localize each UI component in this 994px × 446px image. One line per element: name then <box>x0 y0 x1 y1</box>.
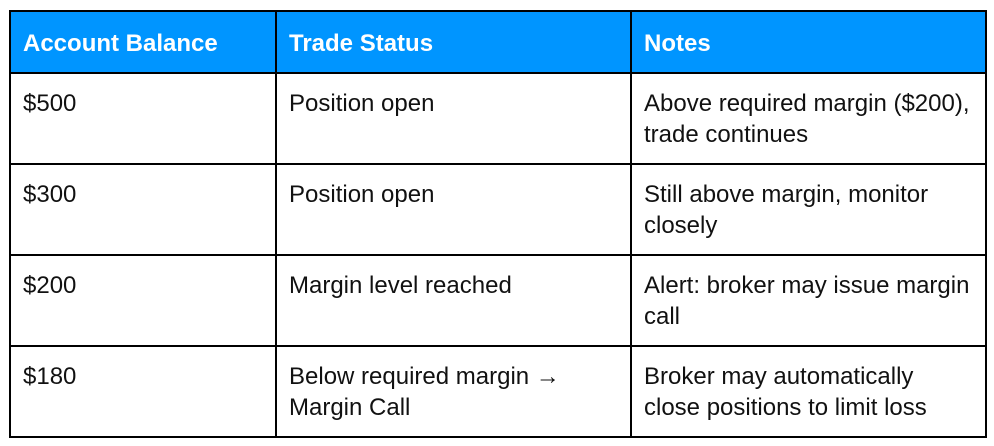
cell-notes: Above required margin ($200), trade cont… <box>630 72 987 165</box>
margin-table: Account Balance Trade Status Notes $500 … <box>9 10 987 438</box>
header-row: Account Balance Trade Status Notes <box>9 10 987 74</box>
header-account-balance: Account Balance <box>9 10 277 74</box>
cell-notes: Broker may automatically close positions… <box>630 345 987 438</box>
table-row: $500 Position open Above required margin… <box>9 72 987 165</box>
cell-status: Position open <box>275 72 632 165</box>
cell-status: Position open <box>275 163 632 256</box>
table-row: $300 Position open Still above margin, m… <box>9 163 987 256</box>
header-trade-status: Trade Status <box>275 10 632 74</box>
cell-status: Margin level reached <box>275 254 632 347</box>
cell-balance: $180 <box>9 345 277 438</box>
cell-notes: Still above margin, monitor closely <box>630 163 987 256</box>
cell-balance: $300 <box>9 163 277 256</box>
header-notes: Notes <box>630 10 987 74</box>
cell-notes: Alert: broker may issue margin call <box>630 254 987 347</box>
cell-balance: $200 <box>9 254 277 347</box>
table-row: $180 Below required margin → Margin Call… <box>9 345 987 438</box>
table-row: $200 Margin level reached Alert: broker … <box>9 254 987 347</box>
cell-balance: $500 <box>9 72 277 165</box>
cell-status: Below required margin → Margin Call <box>275 345 632 438</box>
